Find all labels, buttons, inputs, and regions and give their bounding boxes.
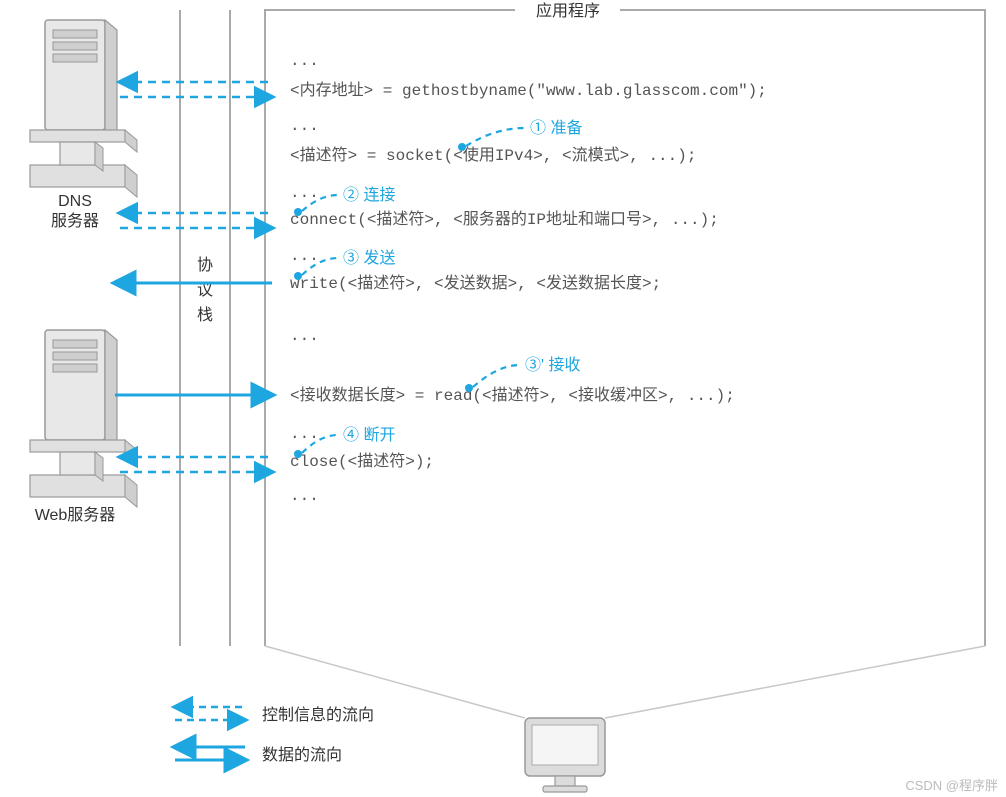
code-ellipsis-2: ... [290, 184, 319, 202]
dns-label-1: DNS [58, 193, 92, 210]
code-line-4: write(<描述符>, <发送数据>, <发送数据长度>; [290, 274, 661, 293]
watermark: CSDN @程序胖 [905, 778, 998, 793]
anno-3r: ③' 接收 [525, 356, 581, 374]
anno-1: ① 准备 [530, 119, 582, 137]
code-ellipsis-4: ... [290, 327, 319, 345]
legend-data: 数据的流向 [262, 746, 342, 764]
stack-label-1: 协 [197, 256, 213, 274]
code-line-3: connect(<描述符>, <服务器的IP地址和端口号>, ...); [290, 210, 719, 229]
code-ellipsis-0: ... [290, 52, 319, 70]
web-server [30, 330, 137, 507]
code-ellipsis-5: ... [290, 425, 319, 443]
anno-4: ④ 断开 [343, 426, 395, 444]
code-ellipsis-6: ... [290, 487, 319, 505]
code-line-2: <描述符> = socket(<使用IPv4>, <流模式>, ...); [290, 146, 696, 165]
code-line-5: <接收数据长度> = read(<描述符>, <接收缓冲区>, ...); [290, 386, 735, 405]
anno-3: ③ 发送 [343, 249, 395, 267]
stack-label-3: 栈 [197, 306, 213, 324]
legend-control: 控制信息的流向 [262, 706, 374, 724]
web-label: Web服务器 [35, 506, 116, 524]
code-ellipsis-3: ... [290, 247, 319, 265]
code-line-1: <内存地址> = gethostbyname("www.lab.glasscom… [290, 81, 767, 100]
app-title: 应用程序 [536, 1, 600, 20]
legend: 控制信息的流向 数据的流向 [175, 706, 374, 764]
computer-icon [525, 718, 605, 792]
code-ellipsis-1: ... [290, 117, 319, 135]
dns-label-2: 服务器 [51, 212, 99, 230]
flow-arrows [115, 82, 272, 472]
anno-2: ② 连接 [343, 186, 395, 204]
diagram-canvas: 应用程序 协 议 栈 DNS 服务器 Web服务器 [0, 0, 1006, 797]
code-line-6: close(<描述符>); [290, 452, 434, 471]
dns-server [30, 20, 137, 197]
protocol-stack-column: 协 议 栈 [180, 10, 230, 646]
